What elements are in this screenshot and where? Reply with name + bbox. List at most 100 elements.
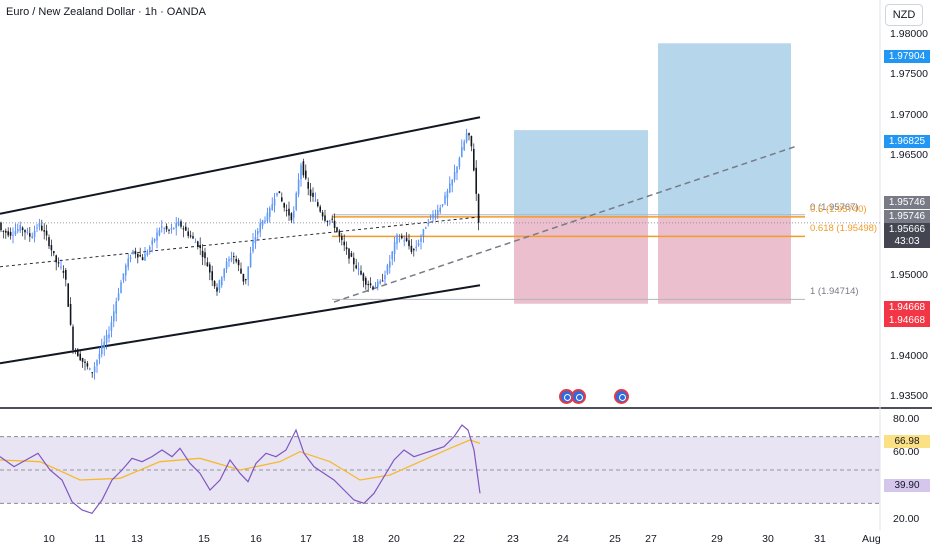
candle-body	[360, 270, 362, 275]
candle-body	[357, 268, 360, 270]
candle-body	[257, 231, 259, 235]
candle-body	[429, 215, 432, 218]
candle-body	[67, 283, 69, 307]
candle-body	[29, 233, 31, 237]
date-tick-label: Aug	[862, 533, 881, 545]
date-tick-label: 18	[352, 533, 364, 545]
price-tag: 1.95746	[884, 196, 930, 209]
candle-body	[117, 293, 120, 300]
trend-projection-line[interactable]	[333, 145, 798, 303]
candle-body	[377, 281, 379, 288]
channel-upper-line[interactable]	[0, 116, 481, 215]
candle-body	[194, 242, 197, 244]
candle-body	[333, 220, 336, 228]
candle-body	[252, 240, 254, 252]
price-tag: 43:03	[884, 235, 930, 248]
candle-body	[182, 228, 185, 230]
candle-body	[12, 234, 14, 236]
economic-event-icon[interactable]	[571, 389, 586, 404]
candle-body	[261, 220, 264, 226]
position-target-zone[interactable]	[658, 43, 791, 217]
position-stop-zone[interactable]	[658, 216, 791, 304]
candle-body	[38, 222, 41, 227]
candle-body	[475, 167, 477, 194]
candle-body	[177, 221, 180, 226]
candle-body	[422, 229, 425, 237]
rsi-tick-label: 80.00	[893, 413, 920, 425]
candle-body	[170, 227, 173, 230]
candle-body	[187, 231, 189, 236]
price-tag: 1.95666	[884, 223, 930, 236]
candle-body	[453, 171, 456, 180]
price-tick-label: 1.93500	[890, 390, 928, 402]
candle-body	[386, 265, 389, 274]
candle-body	[36, 227, 38, 229]
price-tick-label: 1.98000	[890, 28, 928, 41]
candle-body	[384, 275, 386, 280]
candle-body	[456, 166, 458, 174]
candle-body	[91, 372, 93, 374]
candle-body	[439, 207, 441, 212]
candle-body	[165, 226, 168, 230]
candle-body	[326, 221, 329, 223]
candle-body	[446, 190, 449, 199]
candle-body	[115, 301, 117, 314]
candle-body	[321, 212, 324, 217]
candle-body	[93, 366, 96, 373]
candle-body	[314, 200, 317, 202]
candle-body	[393, 242, 396, 255]
candle-body	[72, 326, 74, 350]
candle-body	[391, 251, 393, 260]
candle-body	[465, 133, 468, 142]
position-stop-zone[interactable]	[514, 216, 648, 304]
date-tick-label: 16	[250, 533, 262, 545]
candle-body	[312, 192, 314, 197]
position-target-zone[interactable]	[514, 130, 648, 217]
candle-body	[141, 257, 144, 261]
candle-body	[65, 269, 67, 280]
rsi-band	[0, 436, 880, 504]
candle-body	[305, 170, 307, 179]
candle-body	[103, 341, 105, 349]
candle-body	[144, 253, 146, 261]
candle-body	[213, 281, 216, 287]
candle-body	[302, 161, 305, 176]
candle-body	[365, 277, 367, 285]
candle-body	[0, 222, 2, 231]
date-tick-label: 24	[557, 533, 569, 545]
candle-body	[470, 135, 473, 147]
candle-body	[245, 279, 247, 281]
date-tick-label: 31	[814, 533, 826, 545]
candle-body	[96, 360, 98, 366]
candle-body	[98, 353, 101, 359]
channel-lower-line[interactable]	[0, 284, 481, 365]
fib-level-label: 0.5 (1.95740)	[810, 203, 867, 215]
candle-body	[221, 277, 223, 286]
candle-body	[206, 262, 209, 267]
candle-body	[242, 273, 245, 282]
price-tag: 1.97904	[884, 50, 930, 63]
price-tick-label: 1.97500	[890, 68, 928, 81]
price-tick-label: 1.95000	[890, 269, 928, 282]
candle-body	[192, 236, 194, 239]
fib-level-label: 1 (1.94714)	[810, 286, 859, 298]
candle-body	[218, 280, 221, 291]
candle-body	[216, 287, 218, 292]
candle-body	[110, 322, 113, 331]
currency-button[interactable]: NZD	[885, 4, 923, 26]
candle-body	[285, 210, 288, 212]
candle-body	[45, 230, 48, 236]
candle-body	[19, 225, 21, 232]
candle-body	[288, 208, 290, 216]
candle-body	[149, 246, 151, 250]
channel-mid-line[interactable]	[0, 216, 481, 268]
candle-body	[230, 258, 233, 261]
candle-body	[401, 235, 403, 239]
candle-body	[408, 240, 410, 247]
date-tick-label: 11	[94, 533, 106, 545]
economic-event-icon[interactable]	[614, 389, 629, 404]
candle-body	[405, 237, 408, 242]
rsi-value-tag: 39.90	[884, 479, 930, 492]
candle-body	[201, 250, 204, 258]
